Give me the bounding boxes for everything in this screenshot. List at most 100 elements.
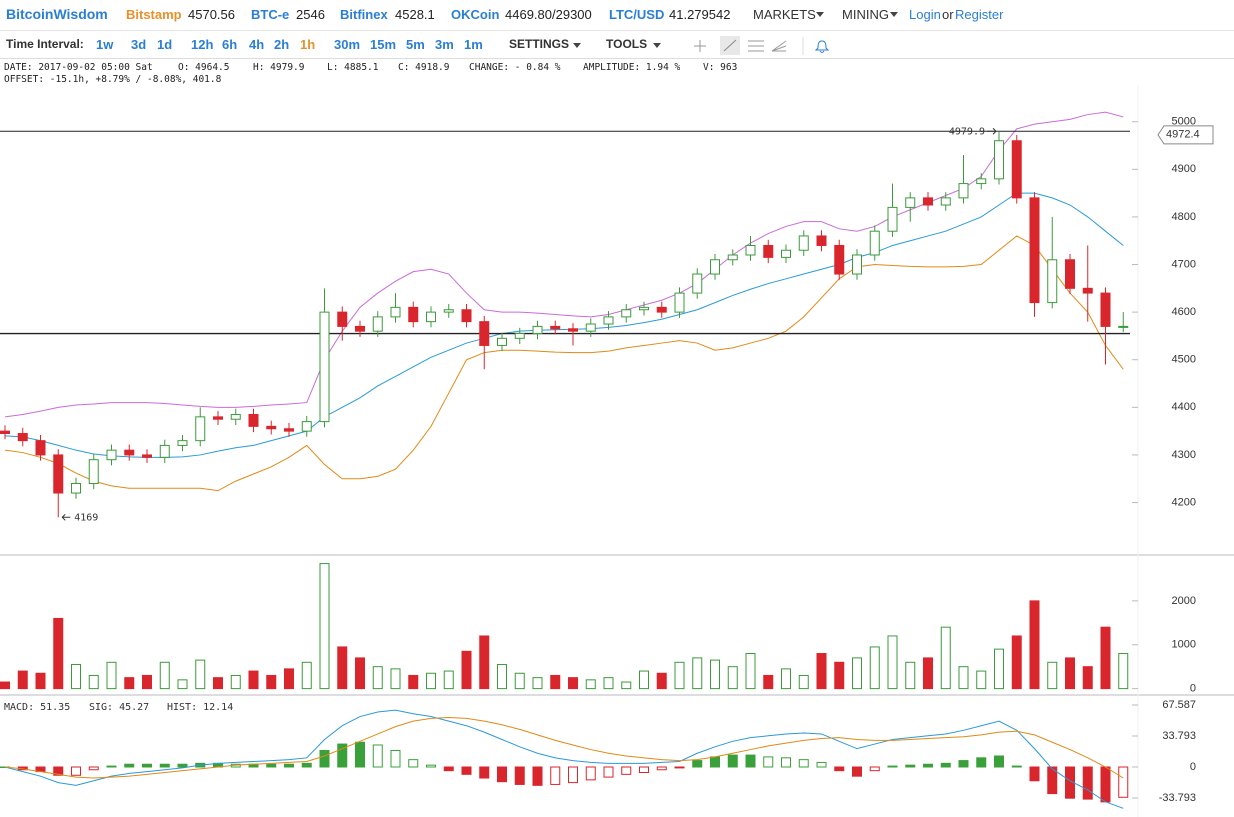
interval[interactable]: 3d [131,37,147,52]
interval[interactable]: 4h [249,37,265,52]
candle-body [1065,259,1075,289]
charts: 4200 4300 4400 4500 4600 4700 4800 4900 5000 4979… [0,86,1234,817]
hist-bar [88,766,99,771]
volume-bar [443,670,454,690]
candle-body [248,413,259,427]
caret [890,12,898,17]
macd-label: SIG: 45.27 [89,702,149,713]
menu[interactable]: MINING [842,7,889,22]
interval[interactable]: 1h [300,37,316,52]
info-date: DATE: 2017-09-02 05:00 Sat [4,62,153,73]
candle-body [958,183,969,199]
volume-bar [195,659,206,690]
price: 2546 [296,7,325,22]
candle-body [1029,197,1040,304]
price: 4528.1 [395,7,435,22]
interval[interactable]: 2h [274,37,290,52]
candle-body [568,328,578,332]
volume-bar [142,674,152,690]
hist-bar [816,761,827,768]
interval[interactable]: 1w [96,37,114,52]
or: or [942,7,954,22]
y-tick-label: 4400 [1172,401,1196,413]
high-label: 4979.9 [949,126,985,137]
candle-body [213,416,223,420]
interval[interactable]: 12h [191,37,214,52]
low-arrow [61,513,71,521]
login[interactable]: Login [909,7,941,22]
hist-bar [71,766,81,776]
exchange[interactable]: LTC/USD [609,7,665,22]
interval[interactable]: 30m [334,37,361,52]
y-tick-label: 4200 [1172,496,1196,508]
tool-icons[interactable] [690,35,840,55]
interval[interactable]: 1m [464,37,483,52]
candle-body [905,197,916,208]
exchange[interactable]: OKCoin [451,7,500,22]
candle-body [852,254,862,275]
candle-body [35,440,46,456]
candle-body [994,140,1004,180]
price: 41.279542 [669,7,731,22]
candle-body [1011,140,1022,199]
band-line [4,111,1124,418]
hist-bar [106,765,117,768]
interval[interactable]: 15m [370,37,397,52]
volume-bar [550,674,561,690]
hist-bar [1100,766,1111,803]
hist-bar [142,763,152,768]
hist-bar [426,764,436,768]
price: 4469.80/29300 [505,7,592,22]
candle-body [639,306,649,311]
info-offset: OFFSET: -15.1h, +8.79% / -8.08%, 401.8 [4,74,222,85]
candle-body [692,273,703,294]
candle-body [514,333,525,339]
exchange[interactable]: Bitstamp [126,7,182,22]
tools[interactable]: TOOLS [606,37,648,51]
y-tick-label: 4800 [1172,211,1196,223]
candle-body [479,321,490,346]
hist-bar [639,766,649,774]
price: 4570.56 [188,7,235,22]
interval[interactable]: 3m [435,37,454,52]
candle-body [1047,259,1058,304]
y-tick-label: 0 [1190,683,1196,695]
hist-bar [1011,765,1022,768]
hist-bar [159,763,170,768]
interval[interactable]: 5m [406,37,425,52]
volume-bar [319,563,330,690]
high-arrow [987,127,997,135]
volume-bar [497,663,507,690]
register[interactable]: Register [955,7,1004,22]
volume-bar [887,635,898,690]
menu[interactable]: MARKETS [753,7,816,22]
candle-body [923,197,933,206]
volume-bar [1011,635,1022,690]
hist-bar [443,766,454,772]
y-tick-label: 4500 [1172,354,1196,366]
volume-bar [213,677,223,690]
brand[interactable]: BitcoinWisdom [6,6,108,22]
volume-bar [1047,661,1058,690]
hist-bar [834,766,845,772]
interval[interactable]: 1d [157,37,173,52]
volume-bar [532,677,543,690]
volume-bar [372,666,383,690]
volume-bar [781,668,791,690]
macd-label: HIST: 12.14 [167,702,233,713]
hist-bar [568,766,578,784]
hist-bar [355,741,365,768]
settings[interactable]: SETTINGS [509,37,570,51]
interval[interactable]: 6h [222,37,238,52]
hist-bar [53,766,64,776]
volume-bar [603,677,614,690]
exchange[interactable]: Bitfinex [340,7,388,22]
exchange[interactable]: BTC-e [251,7,290,22]
hist-bar [692,760,703,768]
hist-bar [1118,766,1129,798]
volume-bar [1029,600,1040,690]
hist-bar [301,762,312,768]
candle-body [337,311,348,327]
volume-bar [568,677,578,690]
hist-bar [905,764,916,768]
